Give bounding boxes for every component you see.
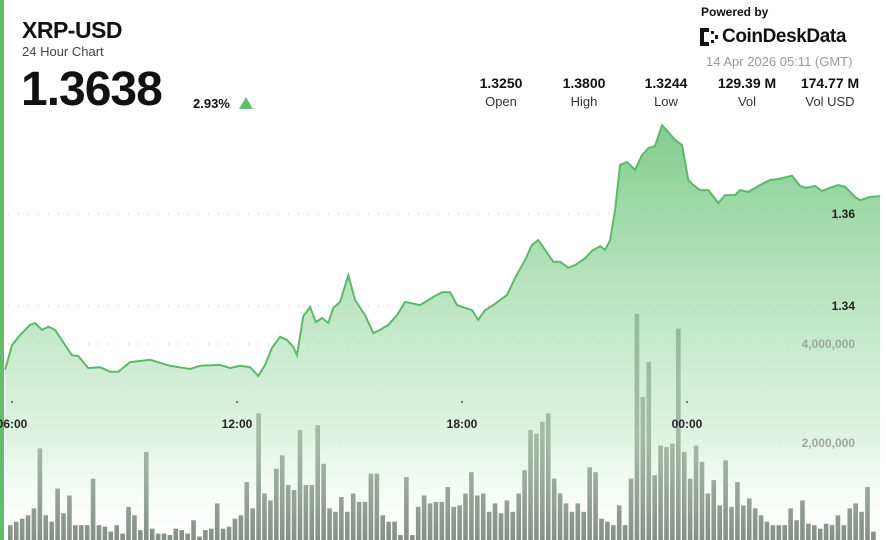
price-tick-label: 1.36 <box>832 207 856 221</box>
x-tick-mark <box>461 401 463 403</box>
volume-tick-label: 2,000,000 <box>802 436 856 450</box>
brand-name: CoinDeskData <box>722 26 847 47</box>
x-tick-label: 12:00 <box>222 417 253 431</box>
coindesk-data-logo[interactable]: CoinDeskData <box>700 26 846 48</box>
stat-low: 1.3244 Low <box>644 75 688 109</box>
stat-vol-usd: 174.77 M Vol USD <box>800 75 860 109</box>
stat-high: 1.3800 High <box>562 75 606 109</box>
x-tick-mark <box>11 401 13 403</box>
stat-vol: 129.39 M Vol <box>717 75 777 109</box>
current-price: 1.3638 <box>21 63 163 116</box>
x-tick-mark <box>236 401 238 403</box>
accent-edge <box>0 0 4 540</box>
up-arrow-icon <box>239 97 253 109</box>
x-tick-label: 18:00 <box>447 417 478 431</box>
volume-tick-label: 4,000,000 <box>802 337 856 351</box>
price-area <box>5 125 881 540</box>
timestamp: 14 Apr 2026 05:11 (GMT) <box>706 54 853 69</box>
price-change: 2.93% <box>193 96 230 111</box>
x-tick-mark <box>686 401 688 403</box>
x-tick-label: 00:00 <box>672 417 703 431</box>
price-tick-label: 1.34 <box>832 299 856 313</box>
powered-by-label: Powered by <box>701 5 769 19</box>
coindesk-logo-icon <box>700 28 718 46</box>
chart-subtitle: 24 Hour Chart <box>22 44 104 59</box>
price-line <box>4 123 881 378</box>
pair-title: XRP-USD <box>22 17 123 43</box>
x-tick-label: 06:00 <box>0 417 28 431</box>
stat-open: 1.3250 Open <box>479 75 523 109</box>
